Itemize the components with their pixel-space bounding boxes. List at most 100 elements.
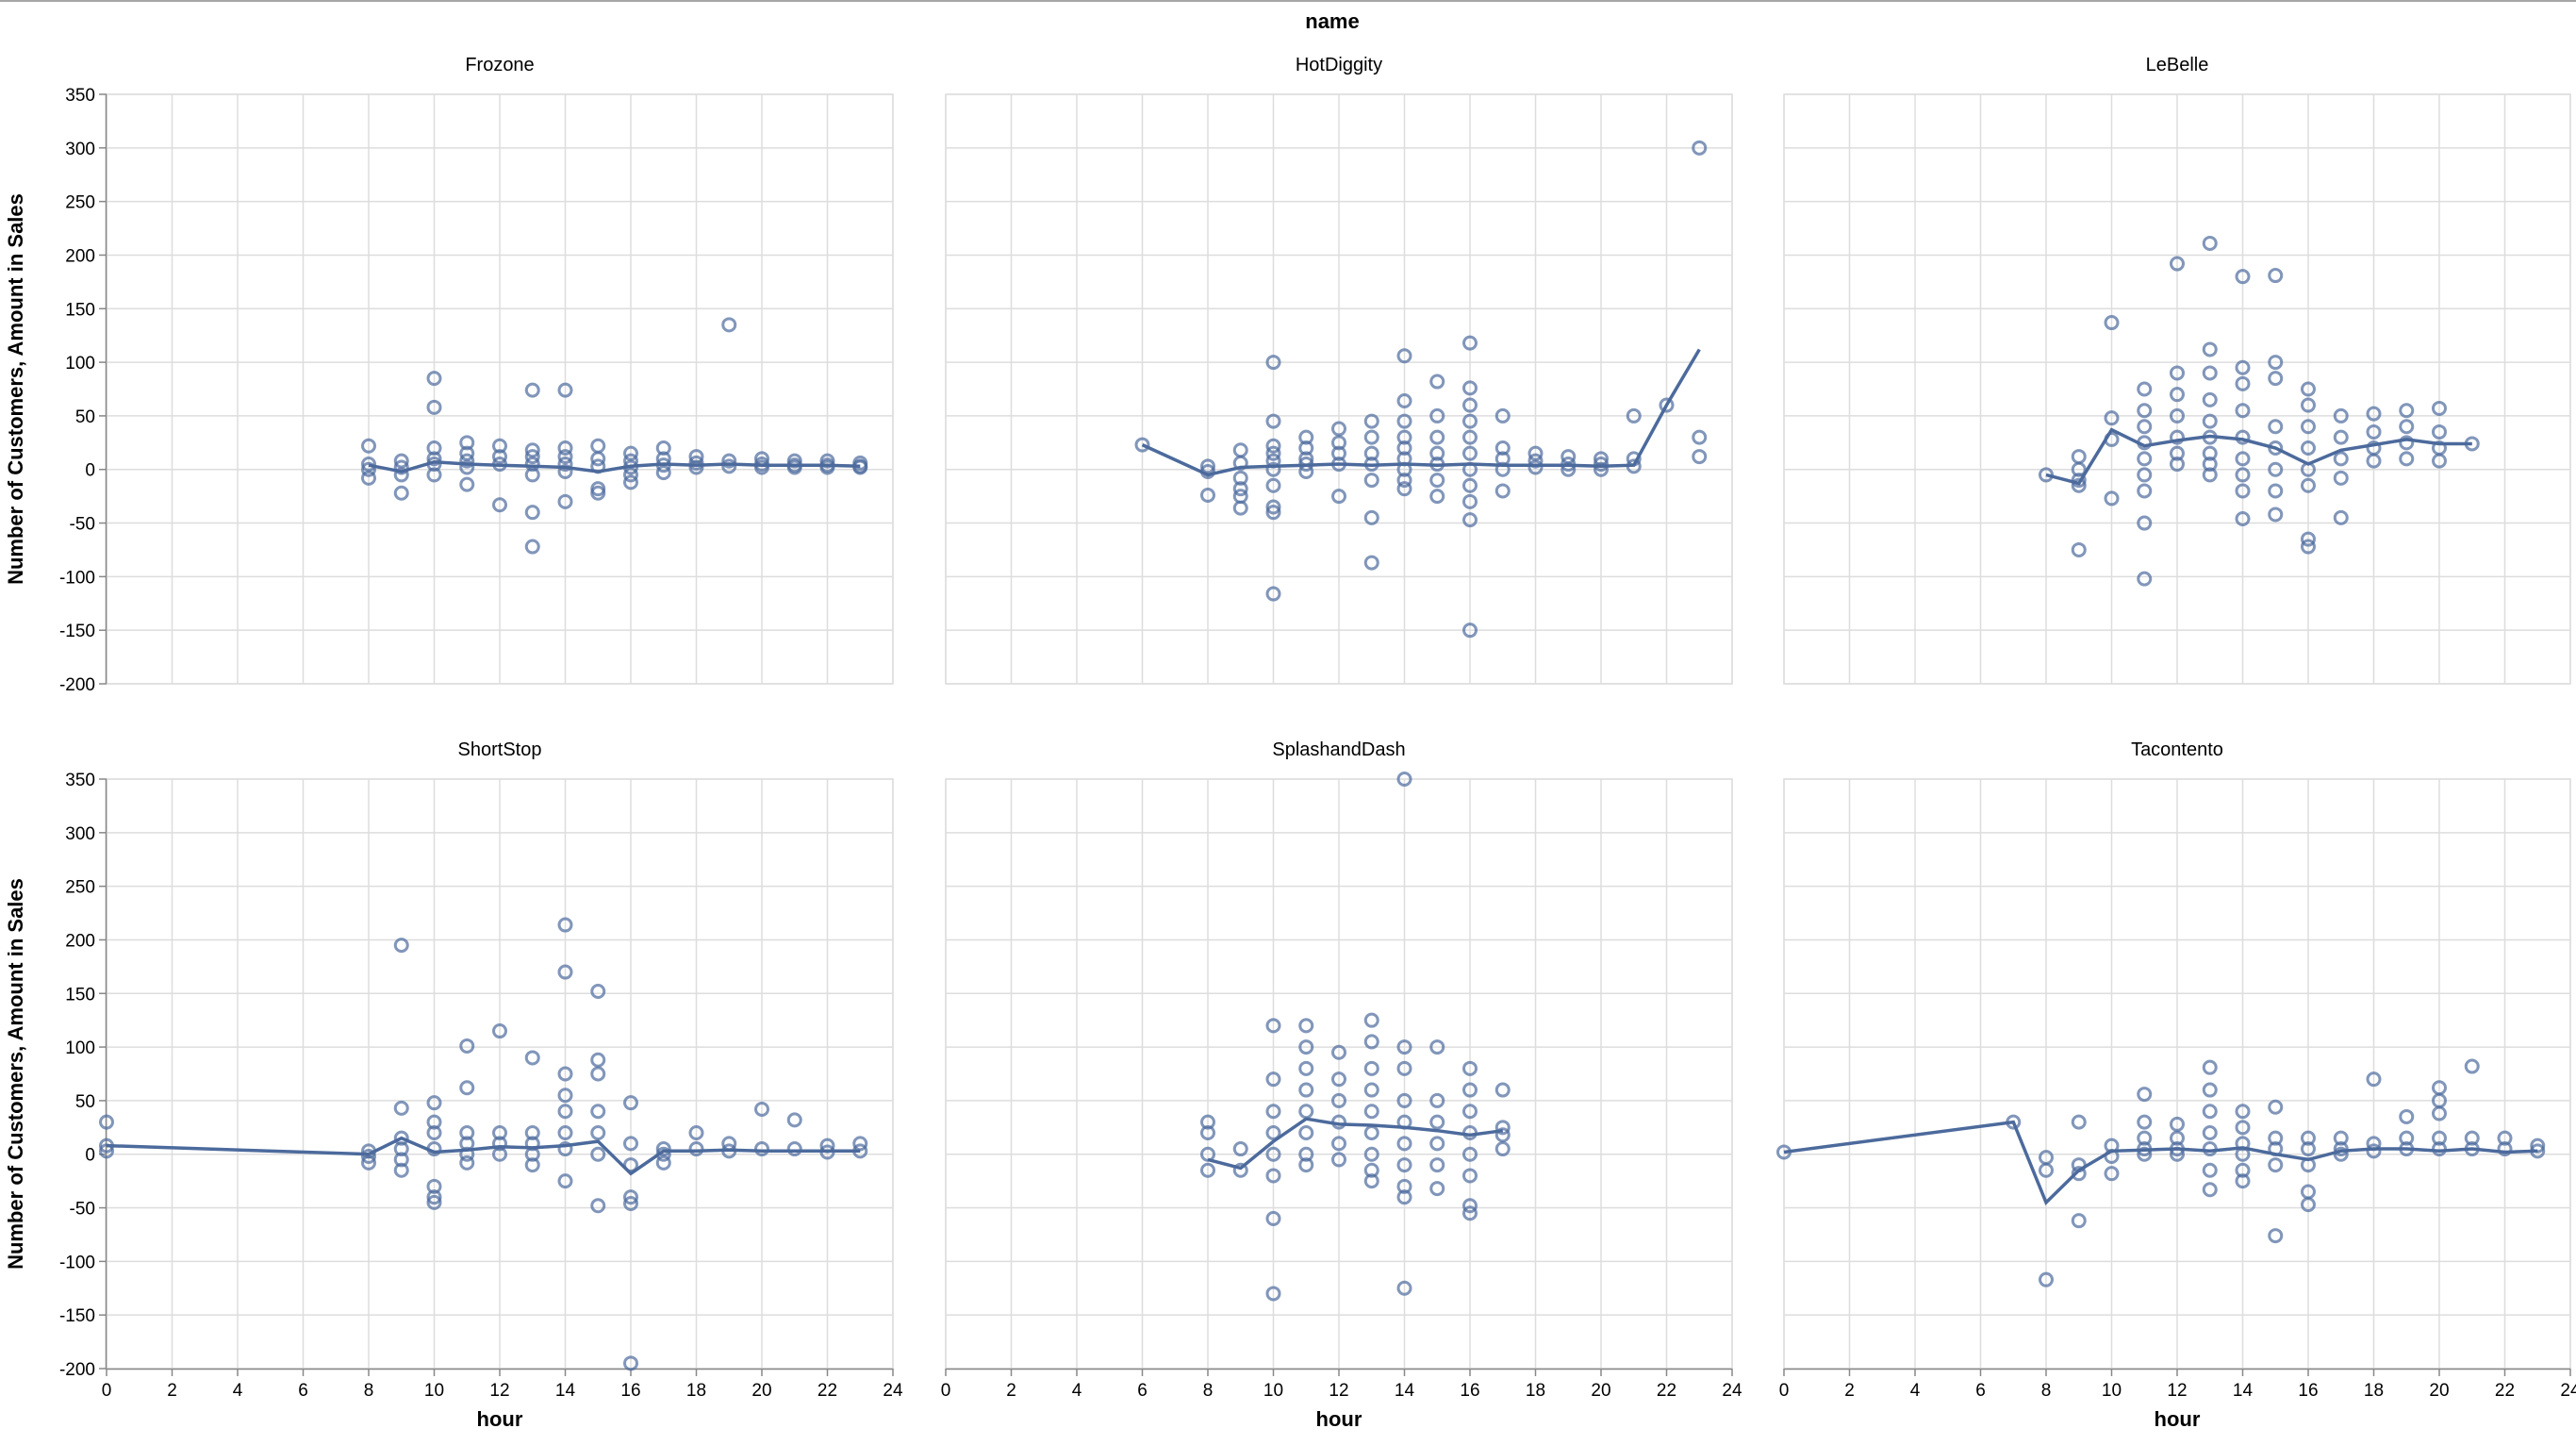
data-point	[1234, 1143, 1247, 1155]
data-point	[2138, 1088, 2151, 1101]
x-tick-label: 18	[2364, 1381, 2384, 1401]
data-point	[526, 540, 538, 553]
data-point	[2204, 1143, 2216, 1155]
x-tick-label: 14	[2233, 1381, 2254, 1401]
data-point	[2138, 485, 2151, 497]
data-point	[2138, 573, 2151, 585]
data-point	[788, 1114, 801, 1126]
data-point	[2204, 1184, 2216, 1196]
x-tick-label: 16	[2298, 1381, 2318, 1401]
data-point	[2270, 373, 2282, 385]
data-point	[2204, 393, 2216, 406]
data-point	[2270, 485, 2282, 497]
data-point	[2401, 421, 2413, 433]
data-point	[1693, 431, 1706, 443]
x-tick-label: 12	[1329, 1381, 1348, 1401]
data-point	[1300, 1127, 1313, 1139]
x-tick-label: 10	[424, 1381, 444, 1401]
data-point	[395, 939, 407, 952]
x-tick-label: 18	[1526, 1381, 1545, 1401]
data-point	[1365, 1084, 1378, 1096]
facets-group: -200-150-100-50050100150200250300350Numb…	[4, 55, 2576, 1431]
data-point	[461, 478, 473, 490]
data-point	[2270, 1159, 2282, 1171]
x-tick-label: 16	[620, 1381, 640, 1401]
data-point	[1693, 451, 1706, 463]
x-tick-label: 8	[2041, 1381, 2052, 1401]
y-tick-label: -100	[59, 1253, 95, 1272]
x-tick-label: 2	[1844, 1381, 1855, 1401]
data-point	[395, 487, 407, 499]
data-point	[1365, 431, 1378, 443]
x-tick-label: 8	[1203, 1381, 1214, 1401]
facet-header-title: name	[1305, 9, 1359, 33]
data-point	[1300, 1084, 1313, 1096]
facet-shortstop: -200-150-100-50050100150200250300350Numb…	[4, 739, 903, 1431]
y-tick-label: -100	[59, 568, 95, 588]
data-point	[1300, 1020, 1313, 1032]
facet-hotdiggity: HotDiggity	[946, 55, 1732, 684]
x-tick-label: 12	[2167, 1381, 2187, 1401]
data-point	[2138, 421, 2151, 433]
series-line	[1143, 350, 1700, 475]
x-tick-label: 22	[1657, 1381, 1676, 1401]
y-tick-label: 200	[65, 931, 95, 951]
x-tick-label: 18	[686, 1381, 706, 1401]
data-point	[526, 384, 538, 396]
x-tick-label: 22	[2495, 1381, 2515, 1401]
data-point	[1431, 1183, 1444, 1195]
data-point	[592, 1105, 604, 1118]
facet-title: HotDiggity	[1296, 55, 1382, 75]
data-point	[2072, 543, 2085, 556]
data-point	[2138, 469, 2151, 481]
series-line	[1784, 1122, 2537, 1203]
x-tick-label: 2	[1006, 1381, 1016, 1401]
data-point	[2204, 1105, 2216, 1118]
y-tick-label: 250	[65, 878, 95, 898]
data-point	[592, 440, 604, 452]
x-tick-label: 4	[1072, 1381, 1082, 1401]
data-point	[1365, 1014, 1378, 1026]
data-point	[592, 1200, 604, 1212]
y-tick-label: 350	[65, 86, 95, 106]
x-tick-label: 12	[489, 1381, 509, 1401]
data-point	[2335, 453, 2347, 465]
data-point	[1365, 511, 1378, 523]
x-tick-label: 10	[1263, 1381, 1283, 1401]
data-point	[2466, 1060, 2478, 1072]
x-axis-title: hour	[477, 1407, 523, 1431]
data-point	[1496, 1143, 1509, 1155]
data-point	[2138, 1116, 2151, 1128]
data-point	[2335, 472, 2347, 484]
data-point	[2270, 421, 2282, 433]
y-tick-label: 300	[65, 824, 95, 844]
data-point	[1431, 431, 1444, 443]
x-tick-label: 6	[298, 1381, 308, 1401]
x-tick-label: 14	[555, 1381, 576, 1401]
facet-lebelle: LeBelle	[1784, 55, 2570, 684]
data-point	[1234, 444, 1247, 457]
data-point	[1365, 474, 1378, 487]
data-point	[1365, 1036, 1378, 1048]
x-tick-label: 8	[364, 1381, 374, 1401]
data-point	[2204, 343, 2216, 356]
data-point	[788, 1143, 801, 1155]
facet-title: Tacontento	[2131, 739, 2223, 760]
x-tick-label: 24	[1722, 1381, 1742, 1401]
data-point	[461, 1082, 473, 1094]
data-point	[461, 1039, 473, 1052]
data-point	[1365, 556, 1378, 569]
y-tick-label: 300	[65, 140, 95, 159]
data-point	[2270, 1101, 2282, 1113]
data-point	[1496, 485, 1509, 497]
data-point	[592, 1127, 604, 1139]
data-point	[1431, 1116, 1444, 1128]
data-point	[657, 1156, 669, 1169]
y-axis-title: Number of Customers, Amount in Sales	[4, 193, 27, 585]
y-tick-label: -150	[59, 622, 95, 641]
x-tick-label: 0	[1779, 1381, 1790, 1401]
x-tick-label: 6	[1137, 1381, 1148, 1401]
y-tick-label: 100	[65, 354, 95, 374]
